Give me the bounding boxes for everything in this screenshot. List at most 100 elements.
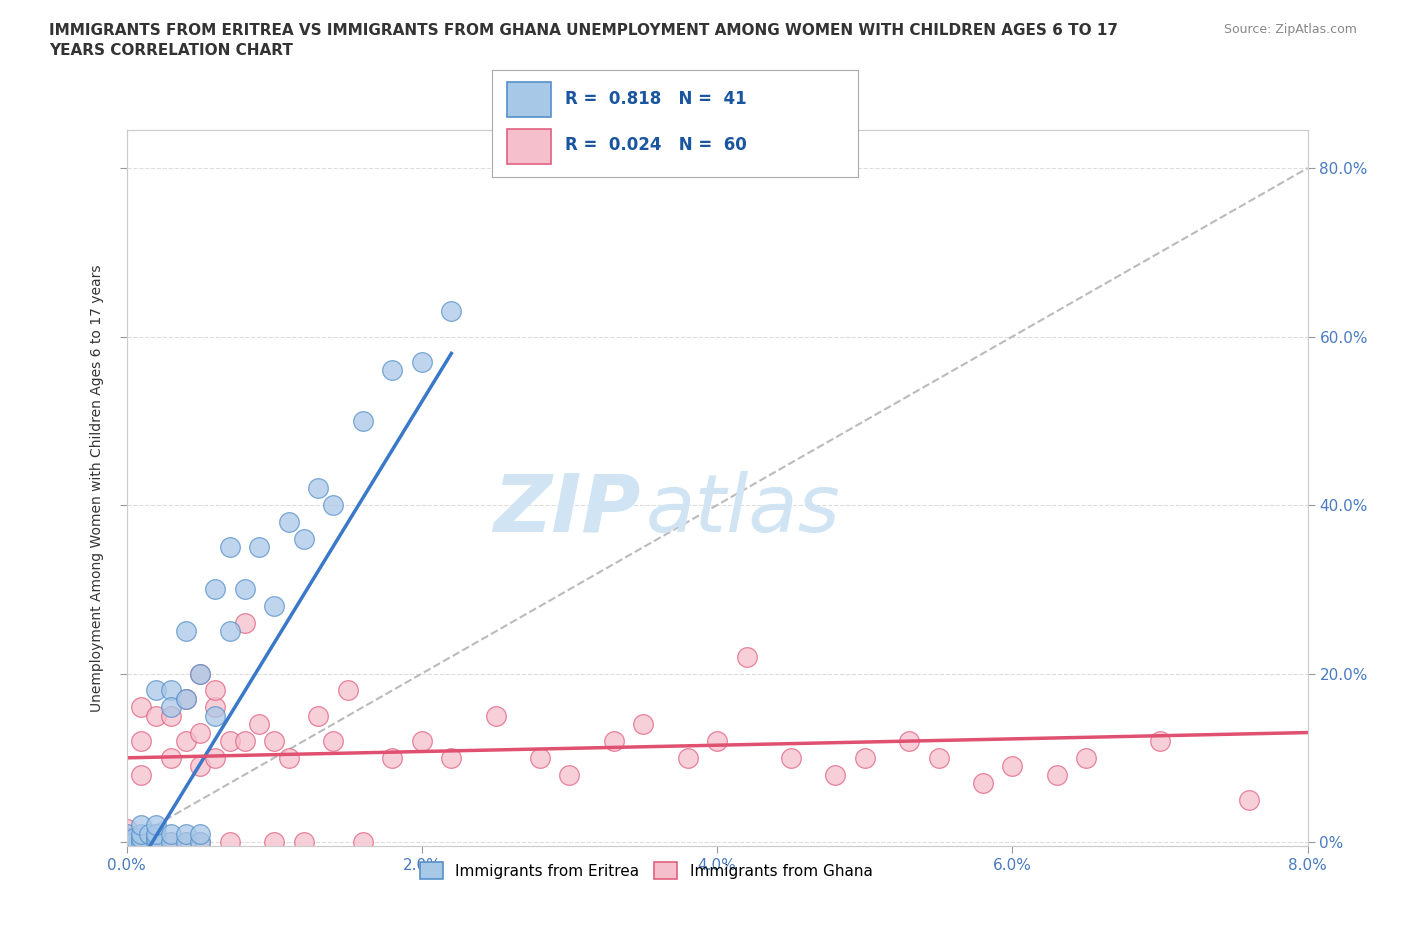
Point bbox=[292, 531, 315, 546]
Point bbox=[292, 834, 315, 849]
Point bbox=[249, 717, 271, 732]
Text: atlas: atlas bbox=[647, 471, 841, 549]
Point bbox=[352, 834, 374, 849]
Point bbox=[145, 826, 167, 841]
Point bbox=[219, 539, 242, 554]
Point bbox=[115, 826, 138, 841]
Point bbox=[204, 683, 226, 698]
Point bbox=[160, 700, 183, 715]
Point bbox=[898, 734, 921, 749]
Point bbox=[138, 826, 160, 841]
Point bbox=[160, 709, 183, 724]
Text: Source: ZipAtlas.com: Source: ZipAtlas.com bbox=[1223, 23, 1357, 36]
Point bbox=[129, 826, 153, 841]
Point bbox=[263, 734, 285, 749]
Point bbox=[174, 691, 197, 706]
Point bbox=[307, 481, 329, 496]
Point bbox=[529, 751, 551, 765]
Point bbox=[263, 599, 285, 614]
Point bbox=[188, 759, 212, 774]
Point bbox=[145, 834, 167, 849]
Point bbox=[706, 734, 728, 749]
Point bbox=[129, 767, 153, 782]
Point bbox=[352, 414, 374, 429]
Point bbox=[779, 751, 801, 765]
Point bbox=[735, 649, 758, 664]
Point bbox=[160, 826, 183, 841]
Point bbox=[307, 709, 329, 724]
Point bbox=[219, 734, 242, 749]
Point bbox=[115, 830, 138, 845]
Point bbox=[928, 751, 950, 765]
Point bbox=[381, 751, 404, 765]
Point bbox=[853, 751, 876, 765]
Point bbox=[233, 616, 256, 631]
Point bbox=[1149, 734, 1171, 749]
Point bbox=[188, 834, 212, 849]
Point bbox=[278, 751, 301, 765]
Point bbox=[129, 834, 153, 849]
Point bbox=[129, 834, 153, 849]
Point bbox=[160, 683, 183, 698]
Point bbox=[188, 666, 212, 681]
Point bbox=[160, 751, 183, 765]
Y-axis label: Unemployment Among Women with Children Ages 6 to 17 years: Unemployment Among Women with Children A… bbox=[90, 264, 104, 712]
Point bbox=[188, 666, 212, 681]
Point bbox=[115, 834, 138, 849]
Point bbox=[129, 734, 153, 749]
Point bbox=[160, 834, 183, 849]
Point bbox=[174, 834, 197, 849]
Point bbox=[115, 830, 138, 845]
Point bbox=[381, 363, 404, 378]
Point bbox=[174, 826, 197, 841]
Point bbox=[322, 734, 344, 749]
Point bbox=[174, 624, 197, 639]
Point bbox=[188, 834, 212, 849]
Point bbox=[204, 582, 226, 597]
Point bbox=[145, 709, 167, 724]
Point bbox=[676, 751, 699, 765]
Point bbox=[337, 683, 360, 698]
Point bbox=[249, 539, 271, 554]
Point bbox=[129, 830, 153, 845]
Point bbox=[188, 725, 212, 740]
Point bbox=[1237, 792, 1260, 807]
Point bbox=[145, 683, 167, 698]
Point bbox=[115, 822, 138, 837]
Point bbox=[174, 834, 197, 849]
Point bbox=[484, 709, 508, 724]
Point bbox=[145, 830, 167, 845]
Text: R =  0.024   N =  60: R = 0.024 N = 60 bbox=[565, 136, 747, 154]
Point bbox=[440, 304, 463, 319]
Text: R =  0.818   N =  41: R = 0.818 N = 41 bbox=[565, 90, 747, 108]
Point bbox=[263, 834, 285, 849]
Point bbox=[1076, 751, 1098, 765]
Point bbox=[633, 717, 655, 732]
Point bbox=[115, 826, 138, 841]
Point bbox=[129, 830, 153, 845]
Point bbox=[411, 734, 433, 749]
Point bbox=[322, 498, 344, 512]
Point bbox=[129, 817, 153, 832]
Point bbox=[204, 751, 226, 765]
Bar bbox=[506, 128, 551, 164]
Text: ZIP: ZIP bbox=[494, 471, 640, 549]
Point bbox=[174, 734, 197, 749]
Point bbox=[145, 817, 167, 832]
Point bbox=[1001, 759, 1024, 774]
Point bbox=[145, 830, 167, 845]
Text: IMMIGRANTS FROM ERITREA VS IMMIGRANTS FROM GHANA UNEMPLOYMENT AMONG WOMEN WITH C: IMMIGRANTS FROM ERITREA VS IMMIGRANTS FR… bbox=[49, 23, 1118, 58]
Point bbox=[129, 700, 153, 715]
Point bbox=[558, 767, 581, 782]
Bar bbox=[506, 82, 551, 117]
Point bbox=[219, 624, 242, 639]
Point bbox=[122, 830, 145, 845]
Point bbox=[115, 834, 138, 849]
Point bbox=[278, 514, 301, 529]
Point bbox=[411, 354, 433, 369]
Point bbox=[1046, 767, 1069, 782]
Point bbox=[972, 776, 994, 790]
Point bbox=[233, 582, 256, 597]
Point bbox=[188, 826, 212, 841]
Point bbox=[204, 709, 226, 724]
